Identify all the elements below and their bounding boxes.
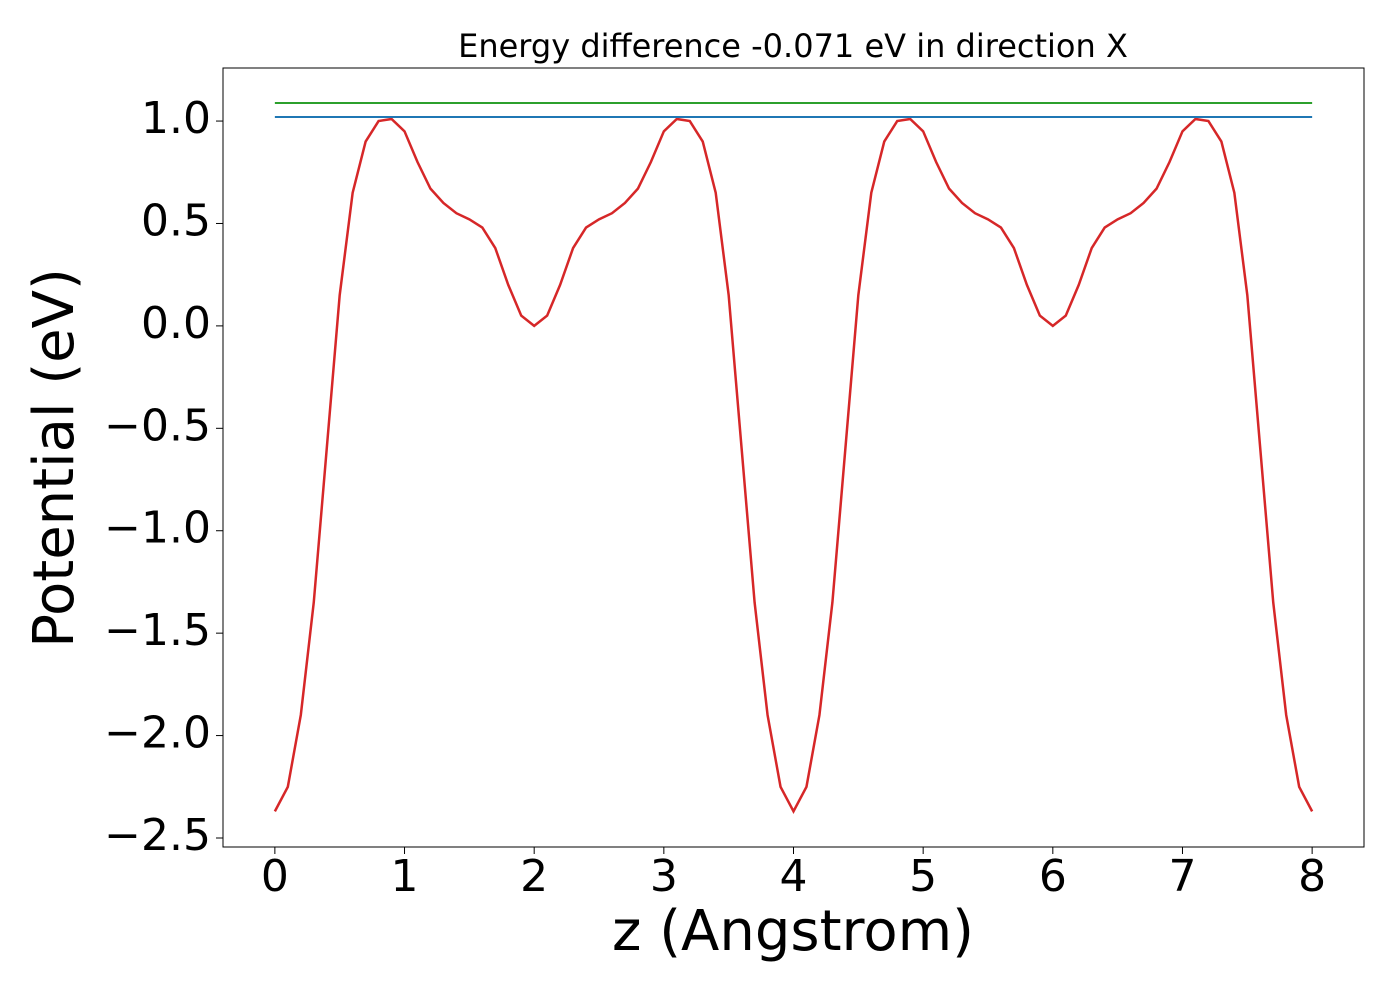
y-axis-label: Potential (eV) xyxy=(22,268,87,648)
y-tick-label: 1.0 xyxy=(141,93,211,144)
x-tick-label: 0 xyxy=(261,851,289,902)
x-tick-label: 1 xyxy=(391,851,419,902)
y-tick-label: −0.5 xyxy=(104,400,211,451)
chart-title: Energy difference -0.071 eV in direction… xyxy=(458,27,1128,65)
y-tick-label: −1.5 xyxy=(104,605,211,656)
x-tick-label: 7 xyxy=(1168,851,1196,902)
y-tick-label: 0.5 xyxy=(141,195,211,246)
x-tick-label: 2 xyxy=(520,851,548,902)
y-tick-label: −2.5 xyxy=(104,810,211,861)
x-tick-label: 3 xyxy=(650,851,678,902)
y-tick-label: −1.0 xyxy=(104,503,211,554)
x-tick-label: 8 xyxy=(1298,851,1326,902)
x-tick-label: 4 xyxy=(780,851,808,902)
data-line xyxy=(273,117,1314,815)
x-tick-label: 6 xyxy=(1039,851,1067,902)
y-tick-label: 0.0 xyxy=(141,298,211,349)
y-tick-label: −2.0 xyxy=(104,708,211,759)
plot-frame xyxy=(222,67,1365,848)
x-axis-label: z (Angstrom) xyxy=(612,899,974,964)
x-tick-label: 5 xyxy=(909,851,937,902)
